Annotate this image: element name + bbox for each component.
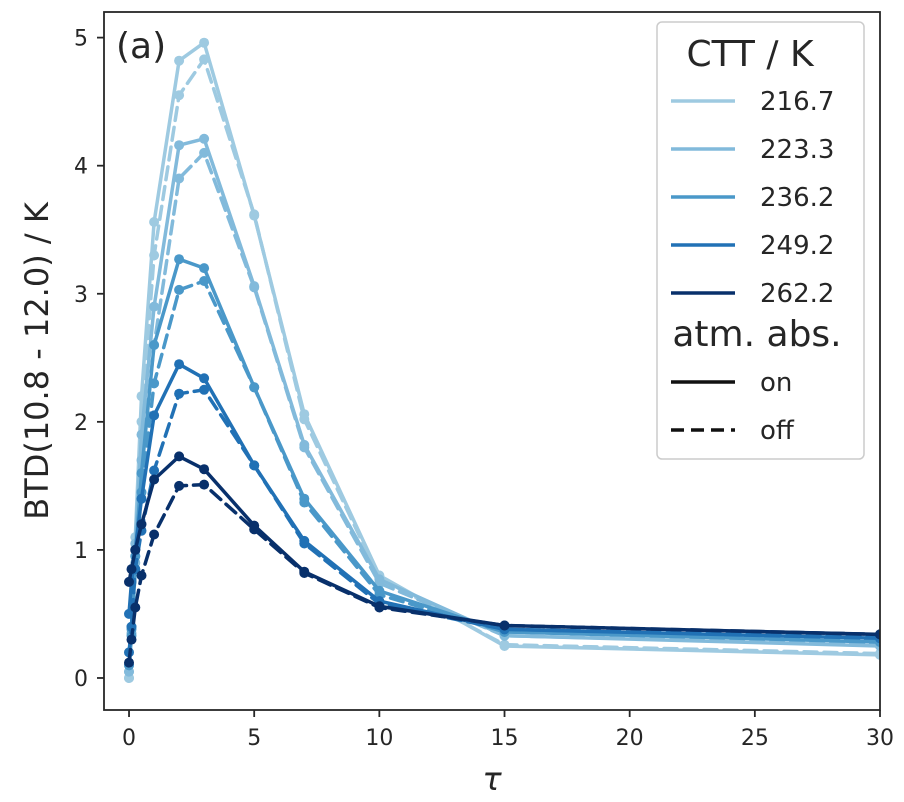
legend-title-atm: atm. abs. xyxy=(672,314,841,355)
legend-label-262.2: 262.2 xyxy=(760,279,834,309)
data-point-216.7-on xyxy=(499,641,510,651)
data-point-262.2-on xyxy=(299,566,310,577)
data-point-216.7-on xyxy=(249,210,260,221)
legend-label-on: on xyxy=(760,368,792,398)
x-tick-label: 30 xyxy=(866,726,894,751)
x-tick-label: 10 xyxy=(365,726,393,751)
legend-label-216.7: 216.7 xyxy=(760,87,834,117)
panel-label: (a) xyxy=(116,26,166,67)
series-line-262.2-on xyxy=(127,454,880,637)
data-point-262.2-on xyxy=(199,464,210,475)
data-point-249.2-off xyxy=(149,465,160,476)
x-tick-label: 5 xyxy=(247,726,261,751)
data-point-249.2-off xyxy=(174,388,185,399)
data-point-216.7-on xyxy=(174,55,185,66)
data-point-262.2-on xyxy=(124,576,134,587)
data-point-236.2-on xyxy=(249,382,260,393)
data-point-236.2-on xyxy=(149,340,160,350)
data-point-262.2-off xyxy=(199,479,210,490)
legend: CTT / K 216.7 223.3 236.2 249.2 262.2 atm. abs… xyxy=(656,21,865,460)
legend-label-249.2: 249.2 xyxy=(760,231,834,261)
y-axis-label: BTD(10.8 - 12.0) / K xyxy=(18,201,56,520)
data-point-262.2-on xyxy=(875,629,880,640)
data-point-249.2-on xyxy=(174,359,185,370)
x-tick-label: 15 xyxy=(491,726,519,751)
axes-frame xyxy=(103,11,881,711)
data-point-249.2-on xyxy=(149,410,160,421)
legend-label-236.2: 236.2 xyxy=(760,183,834,213)
data-point-262.2-off xyxy=(149,529,160,540)
x-tick-label: 0 xyxy=(122,726,136,751)
data-point-262.2-on xyxy=(126,564,137,575)
data-point-262.2-on xyxy=(374,601,385,612)
data-point-262.2-on xyxy=(249,520,260,531)
legend-title-ctt: CTT / K xyxy=(686,34,815,75)
y-tick-label: 4 xyxy=(74,155,88,180)
data-point-223.3-on xyxy=(149,301,160,312)
data-point-262.2-on xyxy=(499,620,510,631)
data-point-216.7-on xyxy=(875,649,880,660)
data-point-262.2-off xyxy=(126,634,137,645)
data-point-223.3-on xyxy=(299,439,310,450)
data-point-223.3-off xyxy=(174,173,185,184)
y-tick-label: 1 xyxy=(74,539,88,564)
data-point-216.7-off xyxy=(174,90,185,101)
data-point-249.2-on xyxy=(299,535,310,546)
legend-label-223.3: 223.3 xyxy=(760,135,834,165)
data-point-262.2-on xyxy=(174,451,185,462)
data-point-223.3-on xyxy=(174,140,185,151)
y-tick-label: 5 xyxy=(74,27,88,52)
data-point-216.7-on xyxy=(199,37,210,48)
data-point-216.7-on xyxy=(149,217,160,227)
data-point-249.2-on xyxy=(249,460,260,471)
x-tick-label: 20 xyxy=(616,726,644,751)
data-point-216.7-on xyxy=(299,409,310,420)
data-point-262.2-on xyxy=(136,519,147,530)
data-point-236.2-on xyxy=(174,254,185,265)
x-tick-label: 25 xyxy=(741,726,769,751)
data-point-223.3-on xyxy=(374,574,385,585)
data-point-262.2-on xyxy=(130,544,141,555)
data-point-249.2-on xyxy=(124,608,134,619)
data-point-262.2-off xyxy=(130,602,141,613)
x-axis-label: τ xyxy=(482,760,502,798)
data-point-262.2-off xyxy=(136,570,147,581)
data-point-262.2-off xyxy=(124,657,134,668)
data-point-249.2-off xyxy=(199,384,210,395)
data-point-236.2-on xyxy=(374,585,385,596)
legend-label-off: off xyxy=(760,416,795,446)
axes: 0 5 10 15 20 25 30 0 1 2 3 4 5 xyxy=(74,11,894,751)
data-point-223.3-on xyxy=(249,281,260,292)
y-tick-label: 2 xyxy=(74,411,88,436)
data-point-236.2-off xyxy=(174,284,185,295)
legend-box xyxy=(656,21,865,460)
data-point-236.2-on xyxy=(299,493,310,504)
data-point-249.2-on xyxy=(136,493,147,504)
data-point-223.3-on xyxy=(199,133,210,144)
series-line-223.3-off xyxy=(127,151,880,674)
plot-area xyxy=(124,37,880,683)
data-point-262.2-off xyxy=(174,480,185,491)
y-tick-label: 3 xyxy=(74,283,88,308)
data-point-249.2-on xyxy=(199,373,210,384)
data-point-262.2-on xyxy=(149,474,160,485)
y-tick-label: 0 xyxy=(74,667,88,692)
data-point-236.2-on xyxy=(199,263,210,274)
